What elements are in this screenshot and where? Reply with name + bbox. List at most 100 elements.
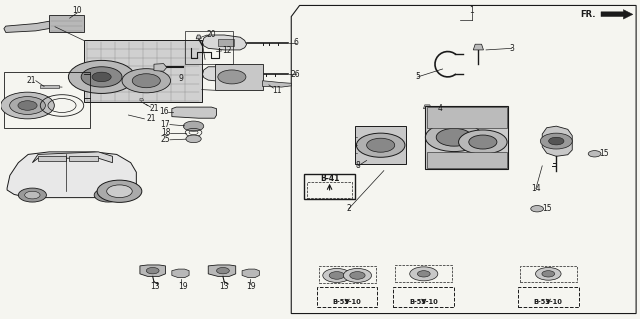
Text: 21: 21 <box>149 104 159 113</box>
Polygon shape <box>172 269 189 278</box>
Circle shape <box>350 271 365 279</box>
Polygon shape <box>140 265 166 276</box>
Text: 9: 9 <box>179 74 183 83</box>
Bar <box>307 182 352 197</box>
Bar <box>304 174 355 199</box>
Text: 18: 18 <box>161 128 170 137</box>
Polygon shape <box>4 21 63 33</box>
Text: FR.: FR. <box>580 11 596 19</box>
Circle shape <box>329 271 344 279</box>
Bar <box>319 266 376 283</box>
Polygon shape <box>202 67 246 82</box>
Bar <box>218 40 234 46</box>
Polygon shape <box>262 81 291 87</box>
Circle shape <box>147 268 159 274</box>
Text: 13: 13 <box>150 282 160 291</box>
Circle shape <box>100 191 116 199</box>
Circle shape <box>81 67 122 87</box>
Text: 19: 19 <box>178 282 188 291</box>
Bar <box>394 286 454 307</box>
Polygon shape <box>601 10 633 19</box>
Circle shape <box>132 74 161 88</box>
Circle shape <box>367 138 395 152</box>
Text: 8: 8 <box>356 161 361 170</box>
Text: B-55-10: B-55-10 <box>410 300 438 305</box>
Bar <box>355 126 406 164</box>
Circle shape <box>122 69 171 93</box>
Polygon shape <box>542 126 572 156</box>
Polygon shape <box>33 152 113 163</box>
Circle shape <box>531 205 543 212</box>
Text: 15: 15 <box>600 149 609 158</box>
Circle shape <box>417 271 430 277</box>
Text: 21: 21 <box>146 114 156 123</box>
Circle shape <box>183 121 204 131</box>
Bar <box>518 286 579 307</box>
Text: 15: 15 <box>542 204 552 213</box>
Circle shape <box>436 128 472 146</box>
Polygon shape <box>202 35 246 50</box>
Text: 25: 25 <box>161 135 170 144</box>
Circle shape <box>1 92 54 119</box>
Circle shape <box>94 188 122 202</box>
Circle shape <box>25 191 40 199</box>
Text: 14: 14 <box>531 184 541 193</box>
Polygon shape <box>172 107 216 118</box>
Bar <box>184 31 232 64</box>
Text: 12: 12 <box>223 46 232 56</box>
Text: B-41: B-41 <box>320 174 339 183</box>
Bar <box>428 107 507 128</box>
Text: 16: 16 <box>159 108 168 116</box>
Circle shape <box>68 60 135 93</box>
Text: 4: 4 <box>438 104 442 113</box>
Polygon shape <box>69 156 99 161</box>
Text: B-53-10: B-53-10 <box>534 300 563 305</box>
Text: 20: 20 <box>207 31 216 40</box>
Circle shape <box>18 101 37 110</box>
Bar <box>317 286 378 307</box>
Circle shape <box>540 133 572 149</box>
Bar <box>218 71 234 78</box>
Circle shape <box>10 97 45 115</box>
Polygon shape <box>7 152 136 197</box>
Circle shape <box>410 267 438 281</box>
Bar <box>40 85 60 88</box>
Circle shape <box>542 271 555 277</box>
Polygon shape <box>38 156 66 161</box>
Circle shape <box>19 188 47 202</box>
Circle shape <box>344 269 371 282</box>
Circle shape <box>548 137 564 145</box>
Text: 6: 6 <box>293 38 298 47</box>
Circle shape <box>426 123 483 152</box>
Circle shape <box>92 72 111 82</box>
Bar <box>84 41 202 102</box>
Bar <box>214 64 262 90</box>
Text: 2: 2 <box>346 204 351 213</box>
Bar <box>49 15 84 33</box>
Circle shape <box>186 135 201 143</box>
Text: 17: 17 <box>161 120 170 129</box>
Text: 26: 26 <box>291 70 301 79</box>
Polygon shape <box>208 265 236 276</box>
Polygon shape <box>140 98 144 101</box>
Circle shape <box>216 268 229 274</box>
Bar <box>426 106 508 169</box>
Circle shape <box>356 133 405 157</box>
Circle shape <box>107 185 132 197</box>
Polygon shape <box>424 105 431 109</box>
Text: 19: 19 <box>246 282 256 291</box>
Text: 10: 10 <box>72 6 82 15</box>
Bar <box>396 265 452 282</box>
Bar <box>4 72 90 128</box>
Circle shape <box>588 151 601 157</box>
Text: 3: 3 <box>509 44 514 53</box>
Circle shape <box>97 180 142 202</box>
Text: 5: 5 <box>415 72 420 81</box>
Circle shape <box>459 130 507 154</box>
Text: 13: 13 <box>220 282 229 291</box>
Circle shape <box>323 269 351 282</box>
Circle shape <box>468 135 497 149</box>
Text: 1: 1 <box>470 6 474 15</box>
Text: 11: 11 <box>272 86 282 95</box>
Circle shape <box>218 70 246 84</box>
